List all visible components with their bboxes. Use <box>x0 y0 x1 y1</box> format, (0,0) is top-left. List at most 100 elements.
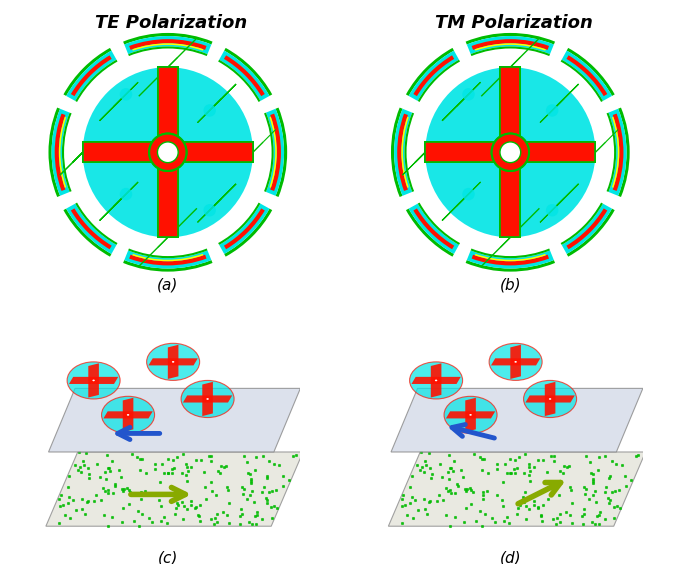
Polygon shape <box>425 143 595 162</box>
Text: (a): (a) <box>157 278 179 293</box>
Wedge shape <box>270 113 281 191</box>
Polygon shape <box>158 67 177 237</box>
Wedge shape <box>413 55 454 96</box>
Wedge shape <box>409 51 459 101</box>
Ellipse shape <box>127 414 129 416</box>
Wedge shape <box>55 113 66 191</box>
Polygon shape <box>88 379 99 398</box>
Circle shape <box>492 134 529 171</box>
Polygon shape <box>197 198 222 222</box>
Text: TM Polarization: TM Polarization <box>435 14 593 32</box>
Polygon shape <box>83 143 253 162</box>
Polygon shape <box>540 98 564 122</box>
Ellipse shape <box>125 413 130 417</box>
Polygon shape <box>510 360 521 379</box>
Wedge shape <box>66 51 116 101</box>
Wedge shape <box>71 209 112 249</box>
Ellipse shape <box>147 343 199 380</box>
Wedge shape <box>123 33 212 45</box>
Ellipse shape <box>91 378 96 382</box>
Polygon shape <box>158 67 177 237</box>
Polygon shape <box>482 38 539 96</box>
Polygon shape <box>501 67 520 237</box>
Wedge shape <box>275 108 287 197</box>
Polygon shape <box>88 363 99 382</box>
Wedge shape <box>218 60 260 102</box>
Polygon shape <box>501 227 520 247</box>
Polygon shape <box>99 191 129 221</box>
Polygon shape <box>482 260 488 266</box>
Wedge shape <box>218 202 260 245</box>
Wedge shape <box>269 117 277 188</box>
Polygon shape <box>388 452 645 526</box>
Wedge shape <box>83 68 168 152</box>
Wedge shape <box>132 254 203 261</box>
Wedge shape <box>466 260 555 272</box>
Wedge shape <box>471 46 550 56</box>
Ellipse shape <box>469 414 472 416</box>
Wedge shape <box>566 55 608 96</box>
Circle shape <box>388 30 633 275</box>
Wedge shape <box>612 113 623 191</box>
Ellipse shape <box>101 396 155 433</box>
Polygon shape <box>501 58 520 77</box>
Circle shape <box>120 188 132 200</box>
Polygon shape <box>73 152 83 162</box>
Polygon shape <box>514 358 540 365</box>
Polygon shape <box>501 67 520 237</box>
Polygon shape <box>114 82 138 107</box>
Polygon shape <box>158 67 177 237</box>
Polygon shape <box>425 144 595 147</box>
Polygon shape <box>139 38 197 96</box>
Text: (d): (d) <box>499 550 521 564</box>
Wedge shape <box>264 113 274 192</box>
Polygon shape <box>92 377 119 384</box>
Ellipse shape <box>549 398 551 400</box>
Wedge shape <box>562 204 612 254</box>
Polygon shape <box>415 152 425 162</box>
Wedge shape <box>83 152 168 237</box>
Wedge shape <box>219 204 269 254</box>
Wedge shape <box>132 43 203 51</box>
Wedge shape <box>391 108 403 197</box>
Ellipse shape <box>172 361 174 363</box>
Wedge shape <box>560 202 603 245</box>
Circle shape <box>500 142 521 162</box>
Wedge shape <box>618 108 630 197</box>
Polygon shape <box>482 208 539 266</box>
Polygon shape <box>206 84 236 114</box>
Wedge shape <box>394 109 412 196</box>
Polygon shape <box>442 191 472 221</box>
Ellipse shape <box>523 380 577 417</box>
Wedge shape <box>123 260 212 272</box>
Ellipse shape <box>171 360 175 364</box>
Polygon shape <box>469 411 495 418</box>
Text: TE Polarization: TE Polarization <box>95 14 247 32</box>
Circle shape <box>158 142 178 162</box>
Circle shape <box>120 88 132 100</box>
Wedge shape <box>71 55 112 96</box>
Wedge shape <box>560 60 603 102</box>
Text: (c): (c) <box>158 550 178 564</box>
Polygon shape <box>465 398 476 416</box>
Wedge shape <box>406 209 454 257</box>
Polygon shape <box>545 398 556 416</box>
Polygon shape <box>69 377 96 384</box>
Polygon shape <box>114 182 138 206</box>
Wedge shape <box>413 209 454 249</box>
Polygon shape <box>99 91 129 121</box>
Polygon shape <box>516 67 519 237</box>
Circle shape <box>500 142 521 162</box>
Wedge shape <box>466 33 555 45</box>
Wedge shape <box>566 209 614 257</box>
Circle shape <box>546 204 558 217</box>
Polygon shape <box>502 67 505 237</box>
Wedge shape <box>418 60 460 102</box>
Ellipse shape <box>435 380 437 381</box>
Polygon shape <box>425 158 595 161</box>
Polygon shape <box>139 260 145 266</box>
Polygon shape <box>545 382 556 400</box>
Polygon shape <box>595 142 606 152</box>
Wedge shape <box>224 209 272 257</box>
Wedge shape <box>406 48 454 96</box>
